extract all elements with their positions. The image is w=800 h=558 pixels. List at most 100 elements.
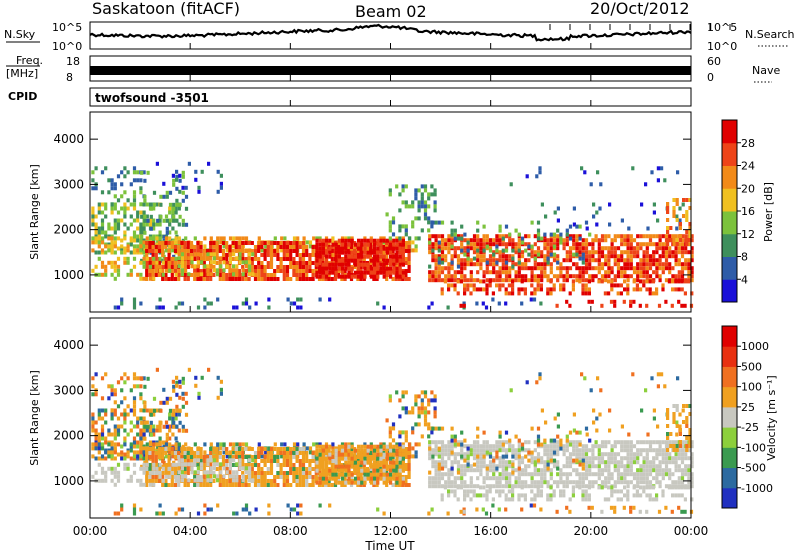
power-cell	[671, 254, 674, 258]
velocity-cell	[543, 448, 546, 452]
power-cell	[395, 255, 398, 259]
velocity-cell	[315, 449, 318, 453]
power-cell	[505, 225, 508, 229]
power-cell	[130, 251, 133, 255]
velocity-cell	[463, 472, 466, 476]
velocity-cell	[273, 455, 276, 459]
velocity-cell	[563, 484, 566, 488]
power-cell	[572, 242, 575, 246]
power-cell	[161, 277, 164, 281]
power-cell	[111, 202, 114, 206]
power-cell	[408, 261, 411, 265]
velocity-cell	[156, 368, 159, 372]
velocity-cell	[280, 451, 283, 455]
velocity-cell	[460, 448, 463, 452]
power-cell	[178, 252, 181, 256]
power-cell	[659, 238, 662, 242]
velocity-cell	[505, 484, 508, 488]
power-cell	[133, 198, 136, 202]
velocity-cell	[376, 469, 379, 473]
velocity-cell	[179, 421, 182, 425]
velocity-cell	[585, 468, 588, 472]
power-cell	[575, 238, 578, 242]
velocity-cell	[344, 469, 347, 473]
power-cell	[91, 269, 94, 273]
velocity-cell	[540, 480, 543, 484]
power-cell	[166, 219, 169, 223]
power-cell	[373, 263, 376, 267]
power-cell	[518, 238, 521, 242]
velocity-cell	[338, 465, 341, 469]
power-cell	[556, 304, 559, 308]
power-cell	[289, 257, 292, 261]
velocity-cell	[489, 476, 492, 480]
power-cell	[489, 258, 492, 262]
velocity-cell	[376, 453, 379, 457]
velocity-cell	[572, 448, 575, 452]
power-cell	[175, 231, 178, 235]
power-cell	[492, 253, 495, 257]
velocity-cell	[424, 414, 427, 418]
velocity-cell	[101, 425, 104, 429]
velocity-cell	[179, 385, 182, 389]
velocity-cell	[219, 442, 222, 446]
velocity-cell	[386, 477, 389, 481]
power-cell	[175, 199, 178, 203]
power-cell	[607, 291, 610, 295]
velocity-cell	[408, 455, 411, 459]
power-cell	[209, 245, 212, 249]
velocity-cell	[418, 394, 421, 398]
velocity-cell	[149, 471, 152, 475]
power-cell	[435, 258, 438, 262]
power-cell	[123, 231, 126, 235]
power-cell	[681, 266, 684, 270]
velocity-cell	[550, 468, 553, 472]
velocity-cell	[178, 458, 181, 462]
velocity-cell	[181, 474, 184, 478]
power-cell	[111, 236, 114, 240]
power-cell	[104, 269, 107, 273]
power-cell	[232, 277, 235, 281]
velocity-cell	[299, 447, 302, 451]
power-cell	[225, 241, 228, 245]
power-cell	[575, 278, 578, 282]
velocity-cell	[335, 465, 338, 469]
power-cell	[273, 241, 276, 245]
power-cell	[434, 192, 437, 196]
velocity-cell	[476, 484, 479, 488]
power-cell	[264, 257, 267, 261]
velocity-cell	[414, 422, 417, 426]
power-cell	[139, 240, 142, 244]
velocity-cell	[405, 438, 408, 442]
power-cell	[335, 267, 338, 271]
velocity-cell	[123, 437, 126, 441]
power-cell	[120, 302, 123, 306]
velocity-cell	[145, 475, 148, 479]
power-cell	[623, 250, 626, 254]
velocity-cell	[389, 434, 392, 438]
velocity-cell	[283, 455, 286, 459]
velocity-cell	[392, 438, 395, 442]
power-cell	[492, 242, 495, 246]
power-cell	[98, 251, 101, 255]
power-cell	[655, 287, 658, 291]
velocity-cell	[306, 446, 309, 450]
power-cell	[91, 248, 94, 252]
power-cell	[427, 204, 430, 208]
velocity-cell	[495, 480, 498, 484]
power-cell	[499, 238, 502, 242]
power-cell	[563, 238, 566, 242]
velocity-cell	[196, 451, 199, 455]
power-cell	[328, 267, 331, 271]
power-cell	[373, 251, 376, 255]
velocity-cell	[392, 453, 395, 457]
power-cell	[597, 279, 600, 283]
power-cell	[649, 274, 652, 278]
power-cell	[143, 231, 146, 235]
velocity-cell	[155, 429, 158, 433]
power-cell	[95, 186, 98, 190]
power-cell	[187, 241, 190, 245]
power-cell	[524, 262, 527, 266]
velocity-cell	[206, 462, 209, 466]
power-cell	[296, 269, 299, 273]
